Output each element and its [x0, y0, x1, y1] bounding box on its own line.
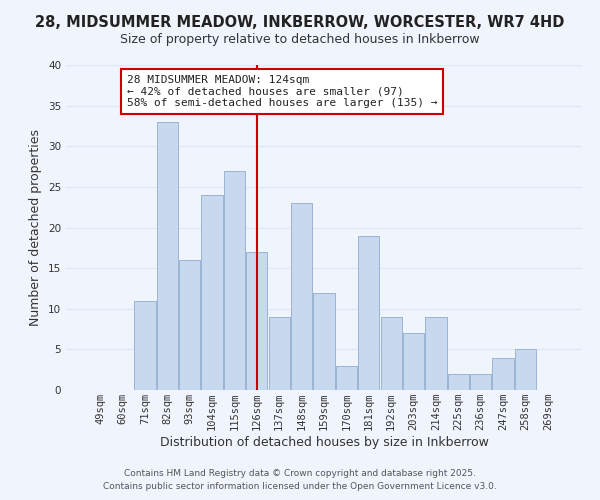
- Bar: [448, 374, 469, 390]
- Text: Size of property relative to detached houses in Inkberrow: Size of property relative to detached ho…: [120, 32, 480, 46]
- Text: 28 MIDSUMMER MEADOW: 124sqm
← 42% of detached houses are smaller (97)
58% of sem: 28 MIDSUMMER MEADOW: 124sqm ← 42% of det…: [127, 74, 437, 108]
- Bar: [224, 170, 245, 390]
- Bar: [425, 317, 446, 390]
- Bar: [403, 333, 424, 390]
- Bar: [246, 252, 268, 390]
- X-axis label: Distribution of detached houses by size in Inkberrow: Distribution of detached houses by size …: [160, 436, 488, 449]
- Text: Contains HM Land Registry data © Crown copyright and database right 2025.: Contains HM Land Registry data © Crown c…: [124, 468, 476, 477]
- Bar: [291, 203, 312, 390]
- Bar: [493, 358, 514, 390]
- Bar: [269, 317, 290, 390]
- Bar: [313, 292, 335, 390]
- Bar: [336, 366, 357, 390]
- Bar: [202, 195, 223, 390]
- Y-axis label: Number of detached properties: Number of detached properties: [29, 129, 43, 326]
- Text: 28, MIDSUMMER MEADOW, INKBERROW, WORCESTER, WR7 4HD: 28, MIDSUMMER MEADOW, INKBERROW, WORCEST…: [35, 15, 565, 30]
- Bar: [134, 300, 155, 390]
- Text: Contains public sector information licensed under the Open Government Licence v3: Contains public sector information licen…: [103, 482, 497, 491]
- Bar: [380, 317, 402, 390]
- Bar: [470, 374, 491, 390]
- Bar: [515, 350, 536, 390]
- Bar: [179, 260, 200, 390]
- Bar: [157, 122, 178, 390]
- Bar: [358, 236, 379, 390]
